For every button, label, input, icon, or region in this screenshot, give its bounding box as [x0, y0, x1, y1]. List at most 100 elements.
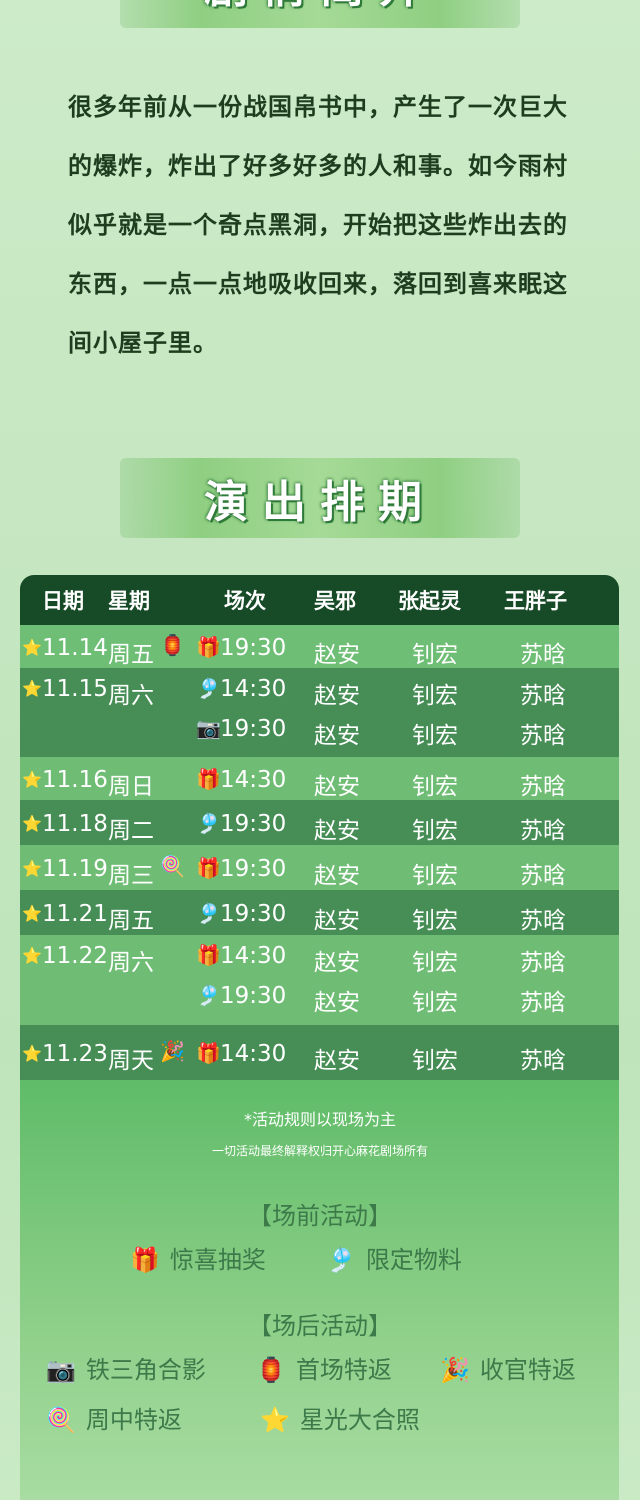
cast-member: 赵安 [314, 641, 360, 668]
cast-member: 钊宏 [412, 1047, 458, 1074]
party-popper-icon: 🎉 [440, 1356, 470, 1384]
cast-member: 赵安 [314, 1047, 360, 1074]
cast-member: 钊宏 [412, 817, 458, 844]
weekday: 周日 [108, 773, 154, 800]
schedule-banner: 演出排期 [120, 458, 520, 538]
date: 11.22 [42, 943, 108, 969]
gift-icon: 🎁 [196, 943, 221, 967]
party-popper-icon: 🎉 [160, 1038, 185, 1063]
activity-item: 🎉 收官特返 [440, 1350, 576, 1385]
gift-icon: 🎁 [196, 1040, 221, 1065]
lollipop-icon: 🍭 [46, 1406, 76, 1434]
cast-member: 赵安 [314, 950, 360, 976]
cast-member: 苏晗 [520, 990, 566, 1016]
show-time: 19:30 [220, 716, 287, 742]
gift-icon: 🎁 [196, 634, 221, 659]
header-wuxie: 吴邪 [314, 588, 356, 613]
cast-member: 赵安 [314, 907, 360, 934]
schedule-table: 日期 星期 场次 吴邪 张起灵 王胖子 ⭐ 11.14 周五 🏮 🎁 19:30 赵安… [20, 575, 619, 1080]
weekday: 周五 [108, 641, 154, 668]
cast-member: 赵安 [314, 773, 360, 800]
rule-note: *活动规则以现场为主 [243, 1110, 396, 1129]
show-time: 19:30 [220, 983, 287, 1009]
post-activities-title: 【场后活动】 [248, 1312, 392, 1340]
cast-member: 苏晗 [520, 773, 566, 800]
wind-chime-icon: 🎐 [326, 1246, 356, 1274]
pre-activities-title: 【场前活动】 [248, 1202, 392, 1230]
rights-note: 一切活动最终解释权归开心麻花剧场所有 [211, 1144, 428, 1158]
show-time: 14:30 [220, 766, 287, 793]
camera-icon: 📷 [196, 716, 221, 740]
cast-member: 钊宏 [412, 683, 458, 709]
gift-icon: 🎁 [196, 855, 221, 880]
header-weekday: 星期 [108, 588, 150, 613]
star-icon: ⭐ [22, 903, 42, 923]
footer-panel [20, 1080, 619, 1500]
cast-member: 赵安 [314, 862, 360, 889]
show-time: 14:30 [220, 1040, 287, 1067]
star-icon: ⭐ [22, 769, 42, 789]
date: 11.18 [42, 810, 108, 837]
header-zhangqiling: 张起灵 [398, 588, 461, 613]
cast-member: 苏晗 [520, 862, 566, 889]
cast-member: 苏晗 [520, 950, 566, 976]
table-row: ⭐ 11.23 周天 🎉 🎁 14:30 赵安 钊宏 苏晗 [20, 1025, 619, 1080]
star-icon: ⭐ [260, 1406, 290, 1434]
cast-member: 苏晗 [520, 723, 566, 749]
schedule-title: 演出排期 [204, 477, 436, 528]
cast-member: 苏晗 [520, 817, 566, 844]
weekday: 周五 [108, 907, 154, 934]
cast-member: 赵安 [314, 683, 360, 709]
wind-chime-icon: 🎐 [196, 900, 221, 925]
weekday: 周六 [108, 683, 154, 709]
table-row: ⭐ 11.15 周六 🎐 14:30 赵安 钊宏 苏晗 📷 19:30 赵安 钊宏 苏晗 [20, 668, 619, 757]
activity-label: 铁三角合影 [85, 1356, 206, 1384]
wind-chime-icon: 🎐 [196, 810, 221, 835]
weekday: 周二 [108, 817, 154, 844]
cast-member: 钊宏 [412, 862, 458, 889]
show-time: 19:30 [220, 900, 287, 927]
activity-item: 🍭 周中特返 [46, 1400, 182, 1435]
wind-chime-icon: 🎐 [196, 983, 221, 1007]
cast-member: 苏晗 [520, 1047, 566, 1074]
cast-member: 苏晗 [520, 683, 566, 709]
activity-label: 惊喜抽奖 [169, 1246, 266, 1274]
activity-label: 星光大合照 [299, 1406, 420, 1434]
weekday: 周三 [108, 862, 154, 889]
activity-label: 限定物料 [365, 1246, 462, 1274]
table-row: ⭐ 11.21 周五 🎐 19:30 赵安 钊宏 苏晗 [20, 890, 619, 935]
intro-title: 剧情简介 [204, 0, 436, 28]
cast-member: 钊宏 [412, 907, 458, 934]
activity-item: 🎁 惊喜抽奖 [130, 1240, 266, 1275]
show-time: 19:30 [220, 855, 287, 882]
header-show: 场次 [224, 588, 266, 613]
cast-member: 苏晗 [520, 641, 566, 668]
camera-icon: 📷 [46, 1356, 76, 1384]
date: 11.23 [42, 1040, 108, 1067]
weekday: 周天 [108, 1047, 154, 1074]
table-header: 日期 星期 场次 吴邪 张起灵 王胖子 [20, 575, 619, 625]
star-icon: ⭐ [22, 637, 42, 657]
intro-banner: 剧情简介 [120, 0, 520, 28]
show-time: 14:30 [220, 943, 287, 969]
wind-chime-icon: 🎐 [196, 676, 221, 700]
table-row: ⭐ 11.14 周五 🏮 🎁 19:30 赵安 钊宏 苏晗 [20, 625, 619, 668]
header-date: 日期 [42, 588, 84, 613]
activity-item: ⭐ 星光大合照 [260, 1400, 420, 1435]
date: 11.16 [42, 766, 108, 793]
date: 11.19 [42, 855, 108, 882]
lollipop-icon: 🍭 [160, 853, 185, 878]
weekday: 周六 [108, 950, 154, 976]
cast-member: 钊宏 [412, 723, 458, 749]
header-wangpangzi: 王胖子 [504, 588, 567, 613]
gift-icon: 🎁 [196, 766, 221, 791]
star-icon: ⭐ [22, 813, 42, 833]
date: 11.21 [42, 900, 108, 927]
cast-member: 赵安 [314, 990, 360, 1016]
star-icon: ⭐ [22, 946, 42, 965]
table-row: ⭐ 11.19 周三 🍭 🎁 19:30 赵安 钊宏 苏晗 [20, 845, 619, 890]
sky-lantern-icon: 🏮 [256, 1356, 286, 1384]
cast-member: 苏晗 [520, 907, 566, 934]
activity-item: 🎐 限定物料 [326, 1240, 462, 1275]
sky-lantern-icon: 🏮 [160, 632, 185, 657]
